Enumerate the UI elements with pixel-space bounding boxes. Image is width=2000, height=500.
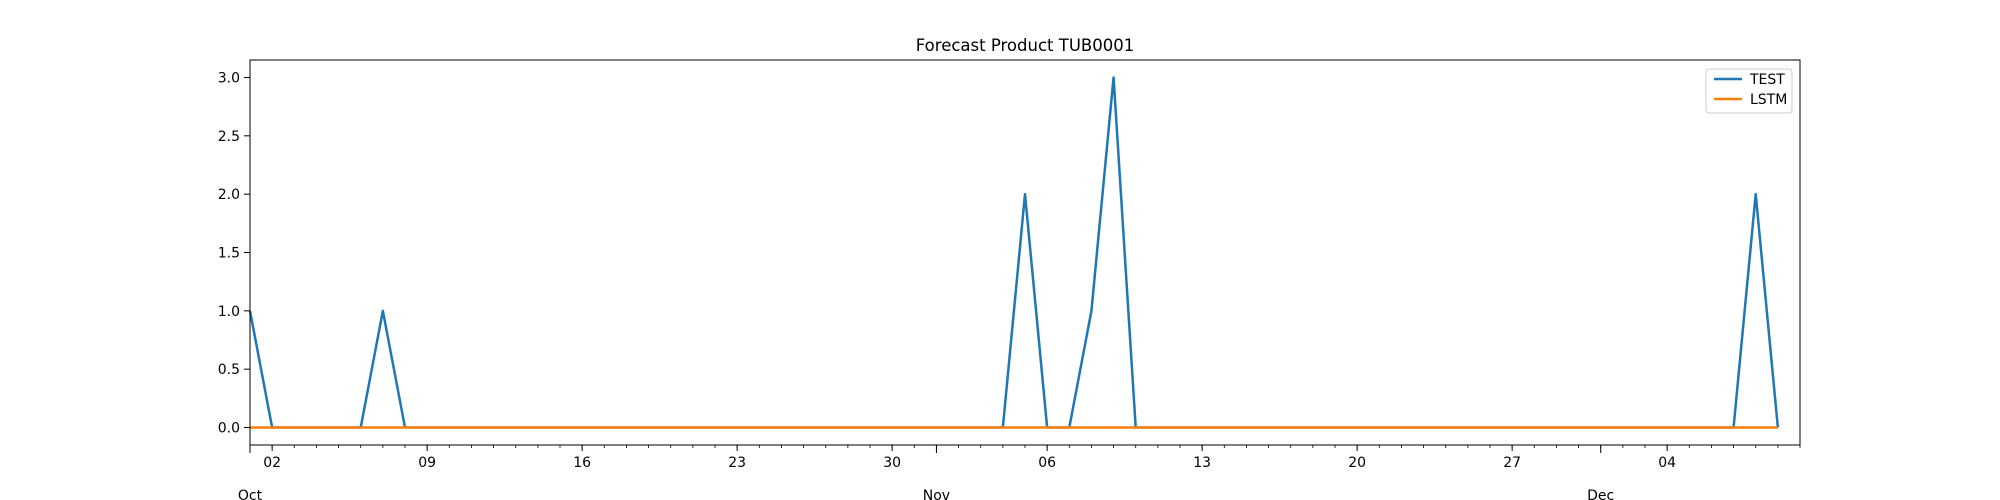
series-layer	[248, 76, 1780, 429]
y-axis: 0.0 0.5 1.0 1.5 2.0 2.5 3.0	[218, 71, 250, 437]
y-tick-label: 3.0	[218, 71, 240, 87]
x-tick-label: 27	[1503, 455, 1521, 471]
y-tick-label: 2.5	[218, 129, 240, 145]
x-tick-label: 04	[1658, 455, 1676, 471]
y-tick-label: 1.5	[218, 246, 240, 262]
x-tick-label: 16	[573, 455, 591, 471]
series-line-test	[248, 76, 1780, 429]
x-tick-label: 23	[728, 455, 746, 471]
x-tick-label: 09	[418, 455, 436, 471]
chart-title: Forecast Product TUB0001	[916, 36, 1134, 55]
x-tick-label: 02	[263, 455, 281, 471]
plot-frame	[249, 59, 1801, 446]
x-tick-label: 20	[1348, 455, 1366, 471]
x-major-tick-label: Nov	[923, 488, 950, 500]
y-tick-label: 0.5	[218, 362, 240, 378]
y-tick-label: 1.0	[218, 304, 240, 320]
x-major-tick-label: Dec	[1587, 488, 1614, 500]
legend-label-test: TEST	[1749, 72, 1785, 88]
legend: TEST LSTM	[1705, 68, 1793, 114]
x-tick-label: 13	[1193, 455, 1211, 471]
legend-label-lstm: LSTM	[1750, 92, 1787, 108]
x-tick-label: 30	[883, 455, 901, 471]
y-tick-label: 2.0	[218, 187, 240, 203]
x-axis: 02 09 16 23 30 06 13 20 27 04 Oct Nov Dec	[238, 445, 1801, 500]
x-major-tick-label: Oct	[238, 488, 263, 500]
x-tick-label: 06	[1038, 455, 1056, 471]
y-tick-label: 0.0	[218, 421, 240, 437]
